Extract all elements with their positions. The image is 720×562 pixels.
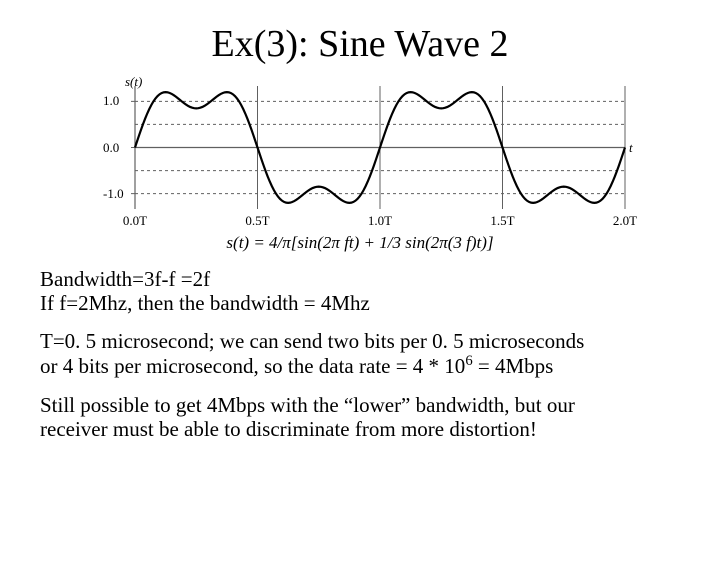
chart-svg (80, 74, 640, 224)
formula-expr: s(t) = 4/π[sin(2π ft) + 1/3 sin(2π(3 f)t… (226, 233, 493, 252)
text-line: Bandwidth=3f-f =2f (40, 267, 680, 291)
para-bandwidth: Bandwidth=3f-f =2f If f=2Mhz, then the b… (40, 267, 680, 315)
text-line: receiver must be able to discriminate fr… (40, 417, 680, 441)
y-tick-label: 0.0 (103, 140, 119, 156)
text-line: Still possible to get 4Mbps with the “lo… (40, 393, 680, 417)
x-tick-label: 0.5T (245, 213, 269, 229)
text-line: or 4 bits per microsecond, so the data r… (40, 353, 680, 378)
x-tick-label: 1.5T (490, 213, 514, 229)
para-distortion: Still possible to get 4Mbps with the “lo… (40, 393, 680, 441)
slide-title: Ex(3): Sine Wave 2 (0, 22, 720, 66)
text-line: If f=2Mhz, then the bandwidth = 4Mhz (40, 291, 680, 315)
x-tick-label: 0.0T (123, 213, 147, 229)
formula-text: s(t) = 4/π[sin(2π ft) + 1/3 sin(2π(3 f)t… (0, 233, 720, 253)
x-tick-label: 2.0T (613, 213, 637, 229)
x-tick-label: 1.0T (368, 213, 392, 229)
y-tick-label: -1.0 (103, 186, 124, 202)
body-text: Bandwidth=3f-f =2f If f=2Mhz, then the b… (40, 267, 680, 441)
sine-chart: s(t) t -1.0 0.0 1.0 0.0T 0.5T 1.0T 1.5T … (80, 74, 640, 229)
y-tick-label: 1.0 (103, 93, 119, 109)
text-line: T=0. 5 microsecond; we can send two bits… (40, 329, 680, 353)
para-datarate: T=0. 5 microsecond; we can send two bits… (40, 329, 680, 378)
slide: Ex(3): Sine Wave 2 s(t) t -1.0 0.0 1.0 0… (0, 22, 720, 562)
y-axis-title: s(t) (125, 74, 142, 90)
x-axis-title: t (629, 140, 633, 156)
